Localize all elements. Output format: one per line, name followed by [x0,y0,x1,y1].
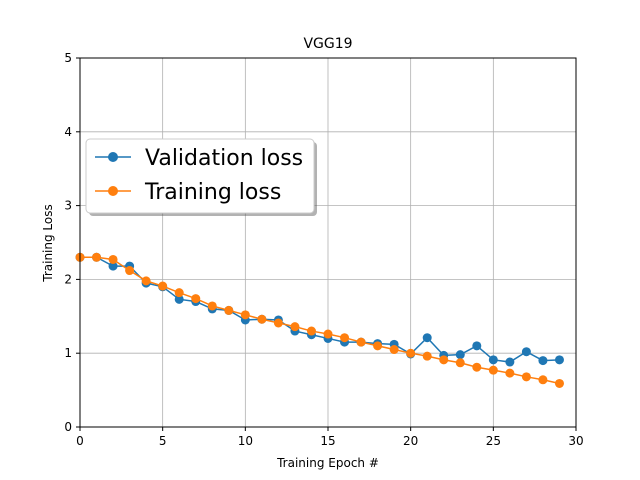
data-point-training-loss [273,318,283,328]
legend: Validation loss Training loss [85,138,317,216]
data-point-training-loss [373,341,383,351]
data-point-training-loss [306,326,316,336]
x-tick-label: 10 [238,434,253,448]
data-point-validation-loss [554,355,564,365]
y-tick-label: 1 [64,346,72,360]
data-point-training-loss [521,372,531,382]
series-layer [75,252,564,388]
data-point-validation-loss [488,355,498,365]
legend-marker-validation [108,152,118,162]
data-point-training-loss [439,355,449,365]
y-axis-ticks: 0 1 2 3 4 5 [64,51,80,434]
x-tick-label: 5 [159,434,167,448]
data-point-training-loss [240,310,250,320]
legend-box [85,138,315,214]
data-point-training-loss [257,314,267,324]
x-tick-label: 30 [568,434,583,448]
x-tick-label: 15 [320,434,335,448]
y-axis-label: Training Loss [41,204,55,282]
data-point-training-loss [505,368,515,378]
data-point-training-loss [488,365,498,375]
data-point-training-loss [323,329,333,339]
data-point-training-loss [125,266,135,276]
data-point-validation-loss [505,357,515,367]
data-point-training-loss [224,305,234,315]
data-point-training-loss [389,345,399,355]
legend-label-validation: Validation loss [145,146,303,171]
y-tick-label: 4 [64,125,72,139]
data-point-training-loss [455,358,465,368]
y-tick-label: 2 [64,272,72,286]
x-tick-label: 20 [403,434,418,448]
legend-marker-training [108,186,118,196]
data-point-training-loss [92,252,102,262]
y-tick-label: 0 [64,420,72,434]
data-point-training-loss [422,351,432,361]
legend-label-training: Training loss [144,180,281,205]
data-point-training-loss [356,337,366,347]
data-point-validation-loss [538,356,548,366]
data-point-training-loss [191,294,201,304]
data-point-training-loss [108,254,118,264]
data-point-validation-loss [472,341,482,351]
y-tick-label: 5 [64,51,72,65]
data-point-training-loss [290,322,300,332]
data-point-training-loss [141,276,151,286]
x-axis-ticks: 0 5 10 15 20 25 30 [76,427,584,448]
y-tick-label: 3 [64,199,72,213]
x-tick-label: 25 [486,434,501,448]
x-axis-label: Training Epoch # [276,456,379,470]
chart-title: VGG19 [303,36,352,52]
data-point-training-loss [207,301,217,311]
data-point-training-loss [174,288,184,298]
data-point-validation-loss [521,347,531,357]
data-point-training-loss [406,348,416,358]
data-point-validation-loss [174,294,184,304]
data-point-training-loss [554,378,564,388]
x-tick-label: 0 [76,434,84,448]
data-point-validation-loss [455,350,465,360]
data-point-validation-loss [422,333,432,343]
data-point-training-loss [472,362,482,372]
data-point-training-loss [158,281,168,291]
data-point-validation-loss [108,261,118,271]
data-point-training-loss [538,375,548,385]
data-point-training-loss [340,333,350,343]
